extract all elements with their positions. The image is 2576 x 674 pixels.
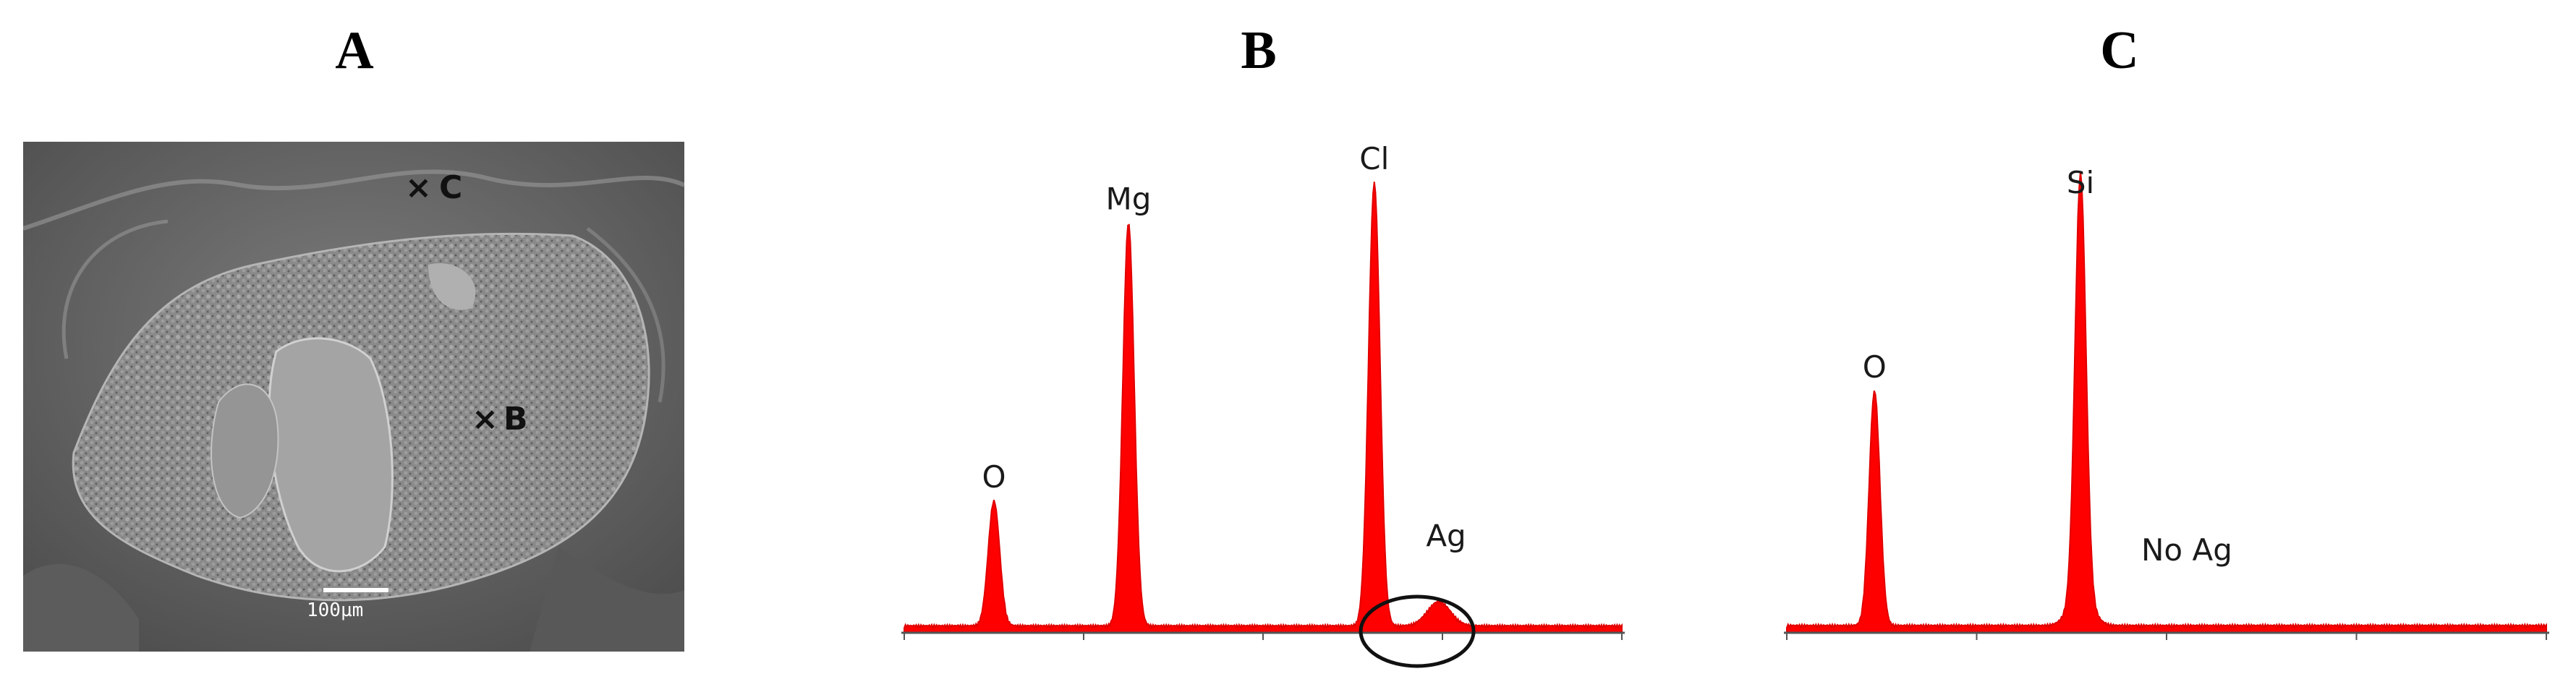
peak-label-ag: Ag bbox=[1426, 519, 1466, 554]
sem-micrograph: × C × B 100µm bbox=[23, 142, 684, 652]
spectrum-area bbox=[904, 182, 1623, 634]
peak-label-cl: Cl bbox=[1359, 141, 1389, 176]
highlight-ellipse bbox=[1359, 594, 1476, 668]
eds-spectrum-c: O Si No Ag bbox=[1780, 145, 2561, 651]
sem-image: × C × B 100µm bbox=[23, 142, 684, 652]
peak-label-o: O bbox=[1863, 349, 1887, 385]
scale-bar bbox=[323, 588, 388, 592]
marker-c-label: C bbox=[439, 169, 462, 206]
marker-c-symbol: × bbox=[405, 169, 432, 206]
scale-bar-label: 100µm bbox=[307, 600, 363, 621]
marker-b-label: B bbox=[503, 401, 528, 438]
panel-label-c: C bbox=[2100, 21, 2139, 80]
peak-label-si: Si bbox=[2067, 165, 2094, 200]
panel-label-a: A bbox=[335, 21, 374, 80]
spectrum-c-plot: O Si No Ag bbox=[1784, 165, 2549, 640]
panel-label-b: B bbox=[1241, 21, 1277, 80]
spectrum-area bbox=[1786, 171, 2547, 634]
eds-spectrum-b: O Mg Cl Ag bbox=[897, 141, 1628, 668]
peak-label-mg: Mg bbox=[1106, 182, 1152, 217]
annotation-no-ag: No Ag bbox=[2141, 532, 2232, 568]
marker-b-symbol: × bbox=[472, 401, 498, 438]
spectrum-b-plot: O Mg Cl Ag bbox=[901, 141, 1625, 668]
peak-label-o: O bbox=[982, 459, 1006, 495]
